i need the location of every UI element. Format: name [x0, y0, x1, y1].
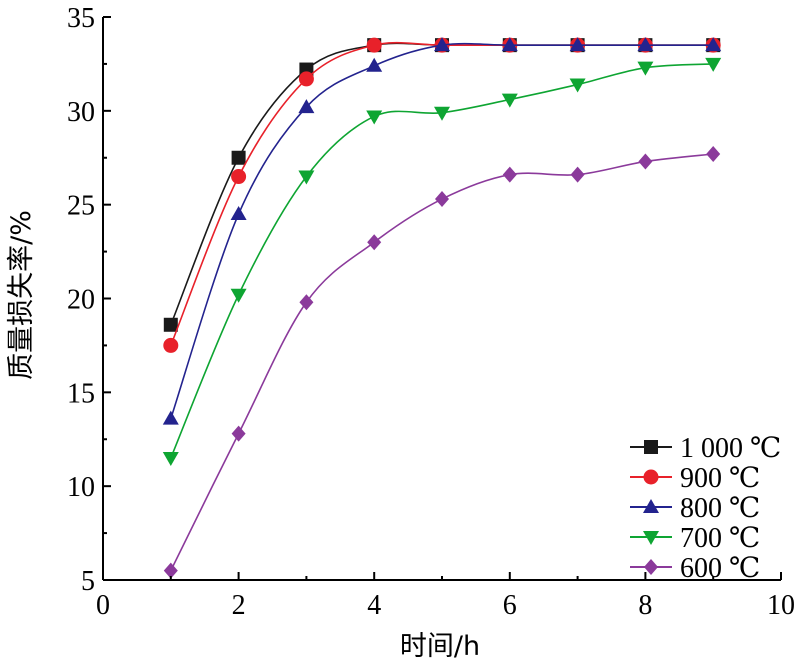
- data-point: [163, 317, 178, 332]
- data-point: [637, 37, 654, 52]
- legend-item: 1 000 ℃: [630, 433, 781, 464]
- legend-marker: [643, 499, 659, 513]
- x-tick-label: 8: [638, 590, 652, 621]
- data-point: [298, 99, 315, 114]
- data-point: [366, 37, 382, 53]
- data-point: [162, 410, 179, 425]
- x-axis-label: 时间/h: [400, 631, 480, 662]
- data-point: [705, 37, 722, 52]
- legend-item: 900 ℃: [630, 463, 760, 494]
- series-3: [162, 57, 722, 467]
- data-point: [163, 337, 179, 353]
- legend-item: 700 ℃: [630, 523, 760, 554]
- y-tick-label: 25: [67, 191, 95, 222]
- data-point: [162, 452, 179, 467]
- data-point: [637, 61, 654, 76]
- data-point: [435, 191, 449, 208]
- legend-marker: [643, 469, 659, 485]
- legend-label: 600 ℃: [680, 553, 760, 584]
- data-point: [367, 234, 382, 251]
- axes: 0 2 4 6 8 10 5 10 15 20 25 30 35: [67, 3, 795, 621]
- series-2: [162, 37, 722, 425]
- series-0: [163, 38, 721, 332]
- data-point: [501, 37, 518, 52]
- x-tick-label: 4: [367, 590, 381, 621]
- data-point: [163, 562, 178, 579]
- x-tick-label: 2: [232, 590, 246, 621]
- data-point: [230, 288, 247, 303]
- y-tick-label: 35: [67, 3, 95, 34]
- data-point: [366, 110, 383, 125]
- data-point: [705, 57, 722, 72]
- y-tick-label: 20: [67, 285, 95, 316]
- legend-item: 600 ℃: [630, 553, 760, 584]
- data-point: [569, 37, 586, 52]
- legend-label: 1 000 ℃: [680, 433, 781, 464]
- data-point: [569, 78, 586, 93]
- x-tick-label: 10: [767, 590, 795, 621]
- series-line: [170, 63, 714, 459]
- x-tick-label: 0: [96, 590, 110, 621]
- data-point: [706, 145, 721, 162]
- legend-label: 800 ℃: [680, 493, 760, 524]
- legend-label: 900 ℃: [680, 463, 760, 494]
- data-point: [299, 294, 314, 311]
- data-point: [570, 166, 585, 183]
- series-4: [163, 145, 721, 579]
- x-tick-label: 6: [503, 590, 517, 621]
- data-point: [298, 71, 314, 87]
- data-point: [366, 57, 383, 72]
- series-line: [170, 42, 714, 419]
- data-point: [231, 150, 246, 165]
- legend-marker: [643, 531, 659, 545]
- legend-label: 700 ℃: [680, 523, 760, 554]
- series-layer: [162, 37, 722, 579]
- data-point: [502, 166, 517, 183]
- legend-marker: [644, 440, 658, 454]
- data-point: [230, 206, 247, 221]
- legend-marker: [644, 559, 658, 575]
- data-point: [638, 153, 653, 170]
- y-tick-label: 10: [67, 472, 95, 503]
- y-tick-label: 15: [67, 378, 95, 409]
- series-line: [170, 153, 714, 571]
- y-tick-label: 30: [67, 97, 95, 128]
- data-point: [434, 106, 450, 121]
- data-point: [231, 425, 246, 442]
- data-point: [298, 170, 315, 185]
- y-axis-label: 质量损失率/%: [6, 210, 37, 380]
- data-point: [434, 37, 450, 52]
- data-point: [231, 169, 247, 185]
- data-point: [501, 93, 518, 108]
- y-tick-label: 5: [81, 566, 95, 597]
- legend-item: 800 ℃: [630, 493, 760, 524]
